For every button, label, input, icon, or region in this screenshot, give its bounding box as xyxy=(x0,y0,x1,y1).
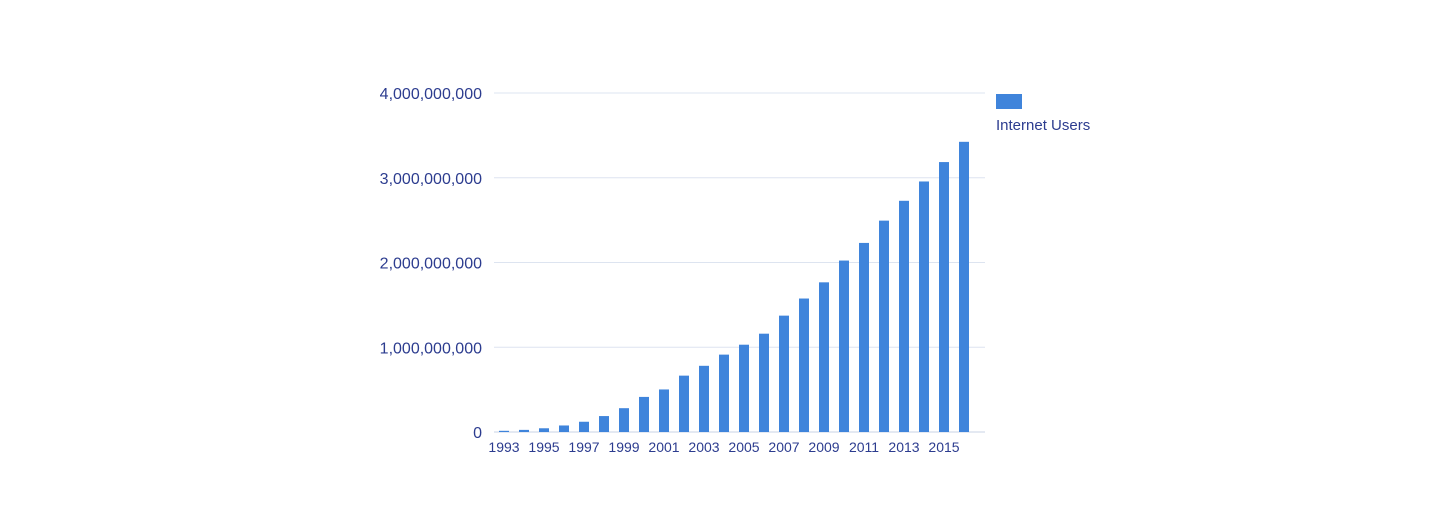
bar-1998 xyxy=(599,416,609,432)
x-tick-label: 2015 xyxy=(928,439,959,455)
bar-2004 xyxy=(719,354,729,432)
bar-2011 xyxy=(859,242,869,432)
y-axis-tick-labels: 0 1,000,000,000 2,000,000,000 3,000,000,000… xyxy=(380,86,482,442)
bar-2012 xyxy=(879,220,889,432)
bar-2014 xyxy=(919,181,929,432)
bar-1995 xyxy=(539,428,549,432)
bar-2008 xyxy=(799,298,809,432)
bar-1996 xyxy=(559,425,569,432)
x-tick-label: 2001 xyxy=(648,439,679,455)
bar-2001 xyxy=(659,389,669,432)
x-tick-label: 2003 xyxy=(688,439,719,455)
bars xyxy=(499,141,969,433)
x-tick-label: 2005 xyxy=(728,439,759,455)
x-tick-label: 1999 xyxy=(608,439,639,455)
y-tick-label: 3,000,000,000 xyxy=(380,171,482,188)
bar-2007 xyxy=(779,315,789,432)
x-tick-label: 2007 xyxy=(768,439,799,455)
bar-2010 xyxy=(839,260,849,432)
bar-1997 xyxy=(579,421,589,432)
y-tick-label: 2,000,000,000 xyxy=(380,256,482,273)
bar-2003 xyxy=(699,365,709,432)
x-axis-tick-labels: 1993 1995 1997 1999 2001 2003 2005 2007 2009 2011… xyxy=(488,439,959,455)
x-tick-label: 2011 xyxy=(849,439,879,455)
bar-2016 xyxy=(959,141,969,433)
y-tick-label: 4,000,000,000 xyxy=(380,86,482,103)
legend-swatch xyxy=(996,94,1022,109)
bar-2006 xyxy=(759,333,769,432)
y-tick-label: 1,000,000,000 xyxy=(380,340,482,357)
x-tick-label: 1997 xyxy=(568,439,599,455)
bar-1993 xyxy=(499,430,509,432)
bar-1999 xyxy=(619,408,629,432)
x-tick-label: 1995 xyxy=(528,439,559,455)
bar-2013 xyxy=(899,200,909,432)
x-tick-label: 1993 xyxy=(488,439,519,455)
bar-2005 xyxy=(739,344,749,432)
legend: Internet Users xyxy=(996,94,1090,134)
y-tick-label: 0 xyxy=(473,425,482,442)
x-tick-label: 2009 xyxy=(808,439,839,455)
bar-1994 xyxy=(519,429,529,432)
bar-2009 xyxy=(819,282,829,432)
legend-label-internet-users: Internet Users xyxy=(996,117,1090,134)
bar-2015 xyxy=(939,162,949,433)
x-tick-label: 2013 xyxy=(888,439,919,455)
bar-2002 xyxy=(679,375,689,432)
bar-2000 xyxy=(639,396,649,432)
